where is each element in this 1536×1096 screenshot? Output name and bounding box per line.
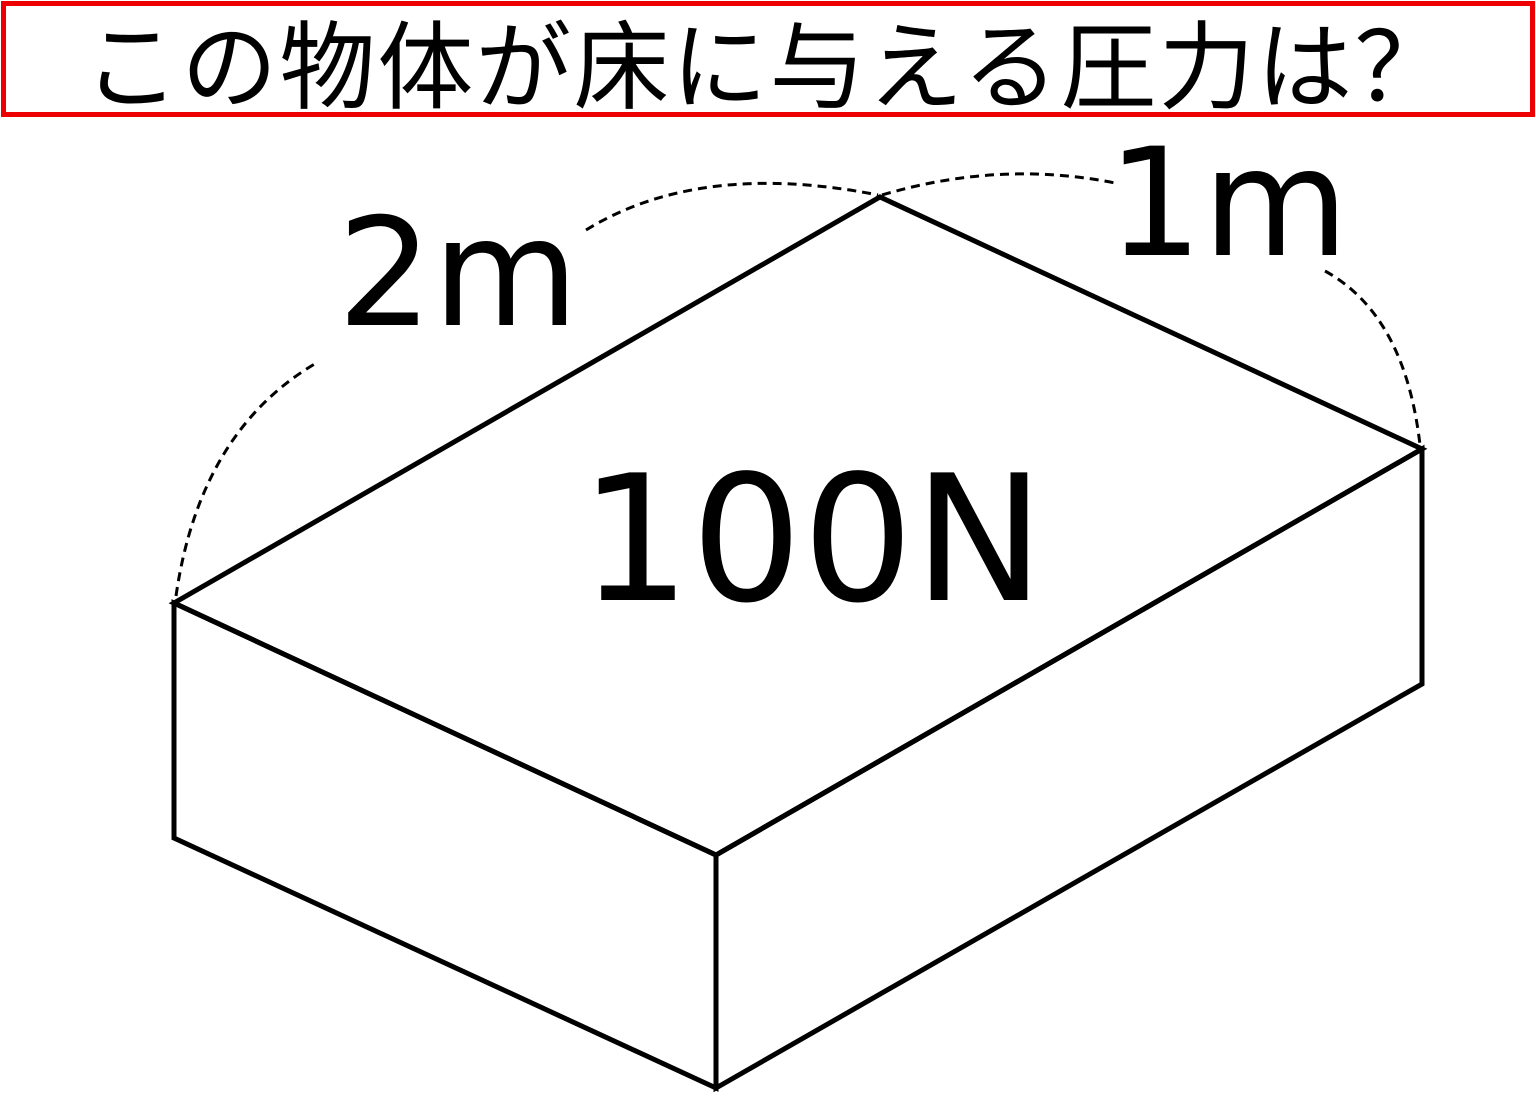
length-label: 2m (337, 187, 579, 361)
width-label: 1m (1107, 117, 1349, 291)
dimension-arc (585, 181, 879, 232)
weight-label: 100N (580, 439, 1045, 642)
dimension-arc (1324, 269, 1422, 446)
dimension-arc (881, 172, 1116, 197)
dimension-arc (174, 360, 319, 597)
question-title: この物体が床に与える圧力は？ (1, 1, 1535, 124)
box-front-right (713, 444, 1425, 1093)
box-front-left (171, 599, 719, 1092)
